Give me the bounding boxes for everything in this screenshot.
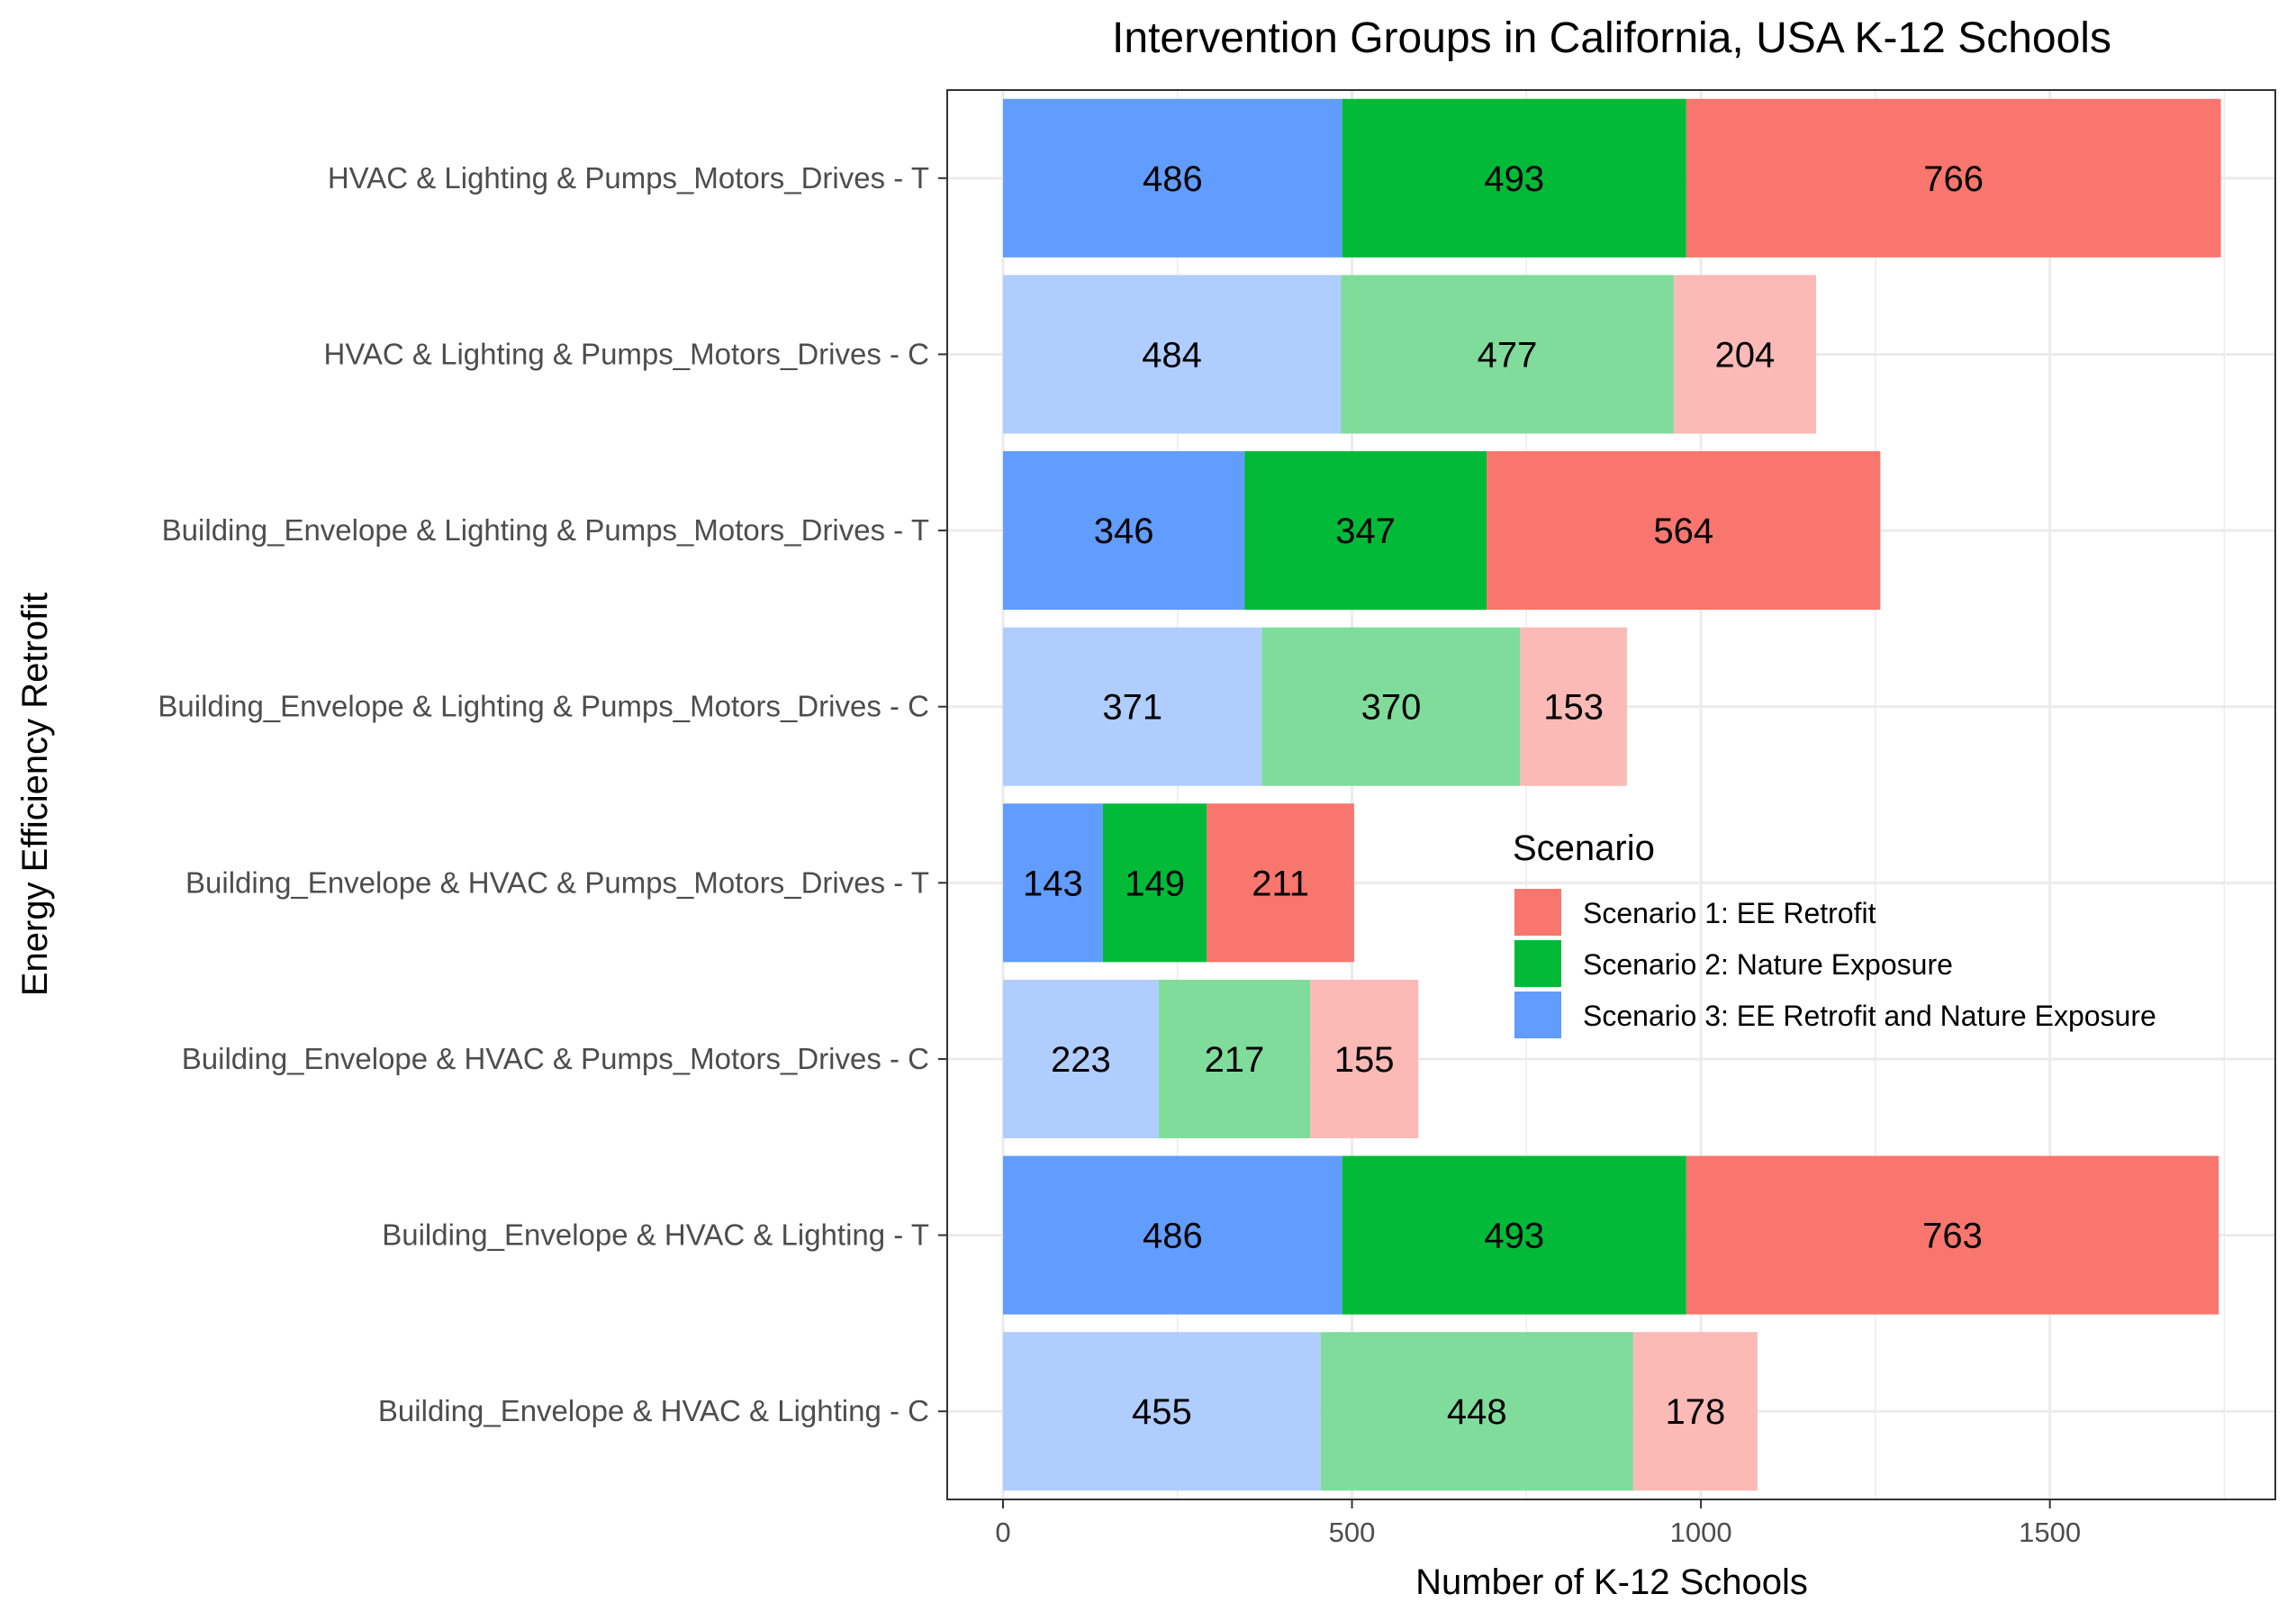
x-axis: 0 500 1000 1500 [995, 1499, 2081, 1548]
bar-segment [1102, 803, 1207, 963]
bar-value-label: 371 [1102, 688, 1162, 728]
bar-segment [1003, 1332, 1321, 1491]
bar-value-labels: 486 493 766 484 477 204 346 347 564 371 370 153 143 1… [1023, 159, 1984, 1432]
bar-segment [1244, 451, 1487, 611]
bar-value-label: 217 [1205, 1040, 1265, 1080]
legend-label: Scenario 2: Nature Exposure [1583, 948, 1953, 981]
y-tick-label: Building_Envelope & HVAC & Pumps_Motors_… [185, 865, 929, 899]
y-tick-label: HVAC & Lighting & Pumps_Motors_Drives - … [328, 161, 929, 195]
legend-title: Scenario [1513, 829, 1655, 868]
bar-value-label: 763 [1922, 1217, 1983, 1256]
bar-value-label: 223 [1051, 1040, 1111, 1080]
bar-segment [1310, 979, 1419, 1138]
bar-segment [1686, 1155, 2219, 1315]
bar-value-label: 477 [1478, 335, 1538, 375]
y-axis: HVAC & Lighting & Pumps_Motors_Drives - … [158, 161, 947, 1427]
bar-segment [1003, 627, 1262, 786]
legend-swatch [1514, 992, 1561, 1038]
x-tick-label: 1500 [2019, 1517, 2081, 1548]
bar-value-label: 346 [1094, 512, 1154, 551]
y-tick-label: HVAC & Lighting & Pumps_Motors_Drives - … [324, 337, 929, 370]
legend-swatch [1514, 889, 1561, 936]
bar-segment [1207, 803, 1354, 963]
bar-value-label: 766 [1923, 159, 1984, 199]
bar-segment [1320, 1332, 1633, 1491]
bar-value-label: 347 [1335, 512, 1396, 551]
x-tick-label: 0 [995, 1517, 1010, 1548]
bar-value-label: 493 [1484, 159, 1544, 199]
bar-segment [1261, 627, 1521, 786]
legend: Scenario Scenario 1: EE Retrofit Scenario… [1513, 829, 2156, 1038]
bar-segment [1003, 979, 1159, 1138]
bar-segment [1003, 1155, 1342, 1315]
bar-value-label: 143 [1023, 864, 1083, 903]
bar-value-label: 455 [1132, 1392, 1192, 1432]
bar-value-label: 486 [1143, 1217, 1203, 1256]
bar-segment [1003, 275, 1342, 434]
plot-panel-border [946, 89, 2276, 1500]
bar-value-label: 486 [1143, 159, 1203, 199]
y-tick-label: Building_Envelope & HVAC & Lighting - T [382, 1218, 929, 1252]
x-axis-title: Number of K-12 Schools [1415, 1562, 1808, 1602]
bar-segment [1003, 98, 1342, 258]
bar-segment [1342, 98, 1686, 258]
bar-value-label: 370 [1361, 688, 1422, 728]
legend-label: Scenario 1: EE Retrofit [1583, 897, 1876, 929]
chart-title: Intervention Groups in California, USA K… [1112, 14, 2111, 62]
bar-segment [1341, 275, 1674, 434]
bar-value-label: 564 [1653, 512, 1713, 551]
bar-segment [1520, 627, 1627, 786]
bar-segment [1632, 1332, 1758, 1491]
y-tick-label: Building_Envelope & Lighting & Pumps_Mot… [162, 513, 929, 547]
bars [1003, 98, 2221, 1491]
bar-segment [1003, 803, 1103, 963]
bar-value-label: 178 [1666, 1392, 1726, 1432]
y-tick-label: Building_Envelope & HVAC & Pumps_Motors_… [182, 1042, 929, 1075]
bar-value-label: 155 [1334, 1040, 1395, 1080]
bar-value-label: 484 [1142, 335, 1202, 375]
bar-segment [1686, 98, 2221, 258]
y-tick-label: Building_Envelope & Lighting & Pumps_Mot… [158, 690, 929, 723]
bar-segment [1158, 979, 1311, 1138]
y-axis-title: Energy Efficiency Retrofit [15, 593, 55, 996]
bar-value-label: 204 [1715, 335, 1776, 375]
bar-value-label: 448 [1447, 1392, 1507, 1432]
bar-segment [1673, 275, 1816, 434]
bar-value-label: 211 [1252, 864, 1309, 903]
bar-segment [1487, 451, 1881, 611]
y-tick-label: Building_Envelope & HVAC & Lighting - C [378, 1394, 929, 1427]
bar-value-label: 149 [1125, 864, 1185, 903]
bar-segment [1003, 451, 1245, 611]
bar-value-label: 493 [1484, 1217, 1544, 1256]
bar-value-label: 153 [1543, 688, 1604, 728]
x-tick-label: 500 [1329, 1517, 1376, 1548]
legend-swatch [1514, 940, 1561, 987]
legend-label: Scenario 3: EE Retrofit and Nature Expos… [1583, 1000, 2156, 1032]
bar-segment [1342, 1155, 1686, 1315]
x-tick-label: 1000 [1670, 1517, 1732, 1548]
